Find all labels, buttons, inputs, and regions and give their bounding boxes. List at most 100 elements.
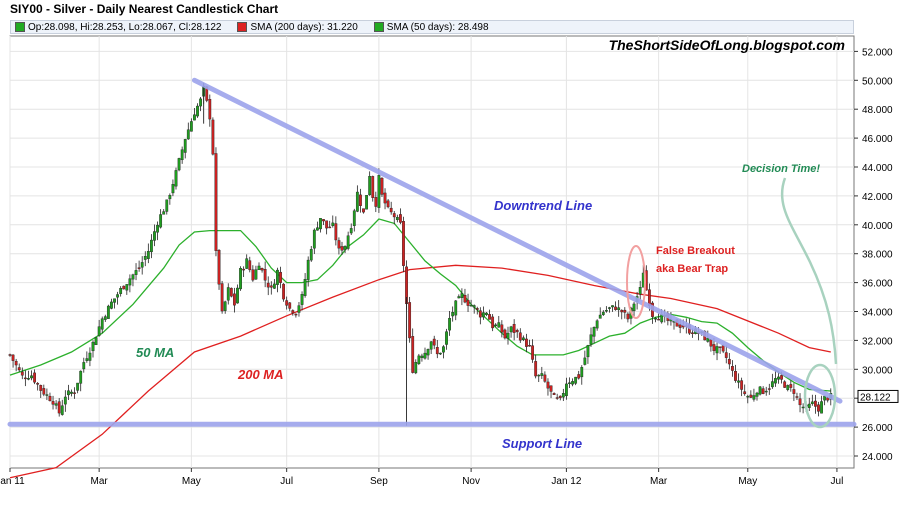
candle-body bbox=[374, 197, 378, 207]
candle-body bbox=[119, 288, 123, 294]
candle-body bbox=[485, 312, 488, 315]
x-tick-label: May bbox=[738, 476, 757, 487]
candle-body bbox=[226, 287, 230, 301]
candle-body bbox=[177, 158, 181, 171]
candle-body bbox=[48, 395, 52, 402]
candle-body bbox=[368, 175, 372, 196]
candle-body bbox=[432, 338, 436, 346]
candle-body bbox=[110, 301, 113, 309]
candle-body bbox=[214, 153, 218, 251]
candle-body bbox=[601, 311, 605, 315]
candle-body bbox=[85, 358, 89, 361]
candle-body bbox=[97, 326, 101, 336]
downtrend-label: Downtrend Line bbox=[494, 198, 592, 213]
candle-body bbox=[737, 380, 740, 383]
candle-body bbox=[349, 228, 353, 234]
candle-body bbox=[724, 352, 728, 358]
candle-body bbox=[604, 310, 608, 312]
candle-body bbox=[14, 360, 18, 366]
candle-body bbox=[691, 332, 694, 334]
candle-body bbox=[709, 339, 713, 347]
candle-body bbox=[272, 283, 276, 289]
candle-body bbox=[386, 200, 390, 208]
candle-body bbox=[537, 374, 541, 377]
candle-body bbox=[319, 218, 322, 230]
candle-body bbox=[328, 226, 332, 229]
candle-body bbox=[755, 392, 759, 397]
candle-body bbox=[294, 313, 298, 316]
legend-bar: Op:28.098, Hi:28.253, Lo:28.067, Cl:28.1… bbox=[10, 20, 854, 34]
candle-body bbox=[45, 394, 49, 396]
candle-body bbox=[125, 284, 129, 291]
decision-time-label: Decision Time! bbox=[742, 163, 820, 175]
candle-body bbox=[165, 199, 169, 212]
last-price-label: 28.122 bbox=[860, 392, 891, 403]
candle-body bbox=[57, 401, 61, 414]
candle-body bbox=[67, 390, 70, 396]
candle-body bbox=[657, 318, 661, 321]
candle-body bbox=[60, 405, 64, 415]
candle-body bbox=[137, 267, 141, 269]
candle-body bbox=[20, 371, 24, 376]
candle-body bbox=[402, 221, 405, 266]
candle-body bbox=[30, 375, 33, 379]
candle-body bbox=[807, 403, 811, 408]
candle-body bbox=[789, 384, 793, 388]
candle-body bbox=[411, 336, 415, 373]
candle-body bbox=[174, 170, 178, 187]
candle-body bbox=[442, 346, 445, 353]
candle-body bbox=[540, 373, 544, 376]
candle-body bbox=[340, 246, 344, 251]
candle-body bbox=[718, 346, 722, 348]
moving-averages bbox=[9, 218, 831, 479]
candle-body bbox=[309, 249, 313, 261]
candle-body bbox=[555, 397, 559, 399]
sma50-line bbox=[9, 218, 831, 392]
candle-body bbox=[23, 377, 27, 380]
candle-body bbox=[506, 332, 510, 339]
candle-body bbox=[79, 370, 83, 384]
candle-body bbox=[251, 269, 255, 281]
candle-body bbox=[322, 219, 325, 222]
candle-body bbox=[346, 235, 350, 249]
candle-body bbox=[312, 229, 316, 249]
candle-body bbox=[823, 395, 827, 401]
candle-body bbox=[494, 324, 498, 327]
candle-body bbox=[377, 175, 381, 208]
candle-body bbox=[193, 114, 196, 121]
candle-body bbox=[150, 239, 153, 253]
candle-body bbox=[503, 329, 507, 339]
candle-body bbox=[211, 119, 215, 155]
candle-body bbox=[260, 268, 264, 271]
y-tick-label: 38.000 bbox=[862, 250, 893, 261]
candle-body bbox=[189, 121, 193, 132]
candle-body bbox=[365, 195, 368, 210]
y-tick-label: 46.000 bbox=[862, 134, 893, 145]
candle-body bbox=[438, 352, 442, 355]
candle-body bbox=[595, 320, 599, 329]
candle-body bbox=[269, 285, 273, 288]
candle-body bbox=[17, 367, 21, 371]
candle-body bbox=[51, 401, 55, 405]
candle-body bbox=[734, 370, 737, 381]
last-price-marker: 28.122 bbox=[857, 389, 899, 403]
candle-body bbox=[577, 374, 581, 379]
x-tick-label: Jul bbox=[280, 476, 293, 487]
y-tick-label: 30.000 bbox=[862, 365, 893, 376]
candle-body bbox=[33, 372, 36, 383]
x-tick-label: Jan 12 bbox=[551, 476, 581, 487]
candle-body bbox=[94, 337, 98, 346]
candle-body bbox=[82, 362, 86, 370]
candle-body bbox=[383, 192, 387, 204]
candle-body bbox=[743, 391, 747, 395]
candle-body bbox=[131, 274, 135, 280]
y-tick-label: 42.000 bbox=[862, 192, 893, 203]
legend-sma200-swatch bbox=[237, 22, 248, 32]
candle-body bbox=[810, 401, 814, 404]
candle-body bbox=[417, 355, 421, 364]
candle-body bbox=[546, 381, 550, 389]
candle-body bbox=[598, 314, 602, 319]
candle-body bbox=[337, 240, 341, 249]
candle-body bbox=[712, 344, 716, 351]
candle-body bbox=[100, 318, 104, 330]
